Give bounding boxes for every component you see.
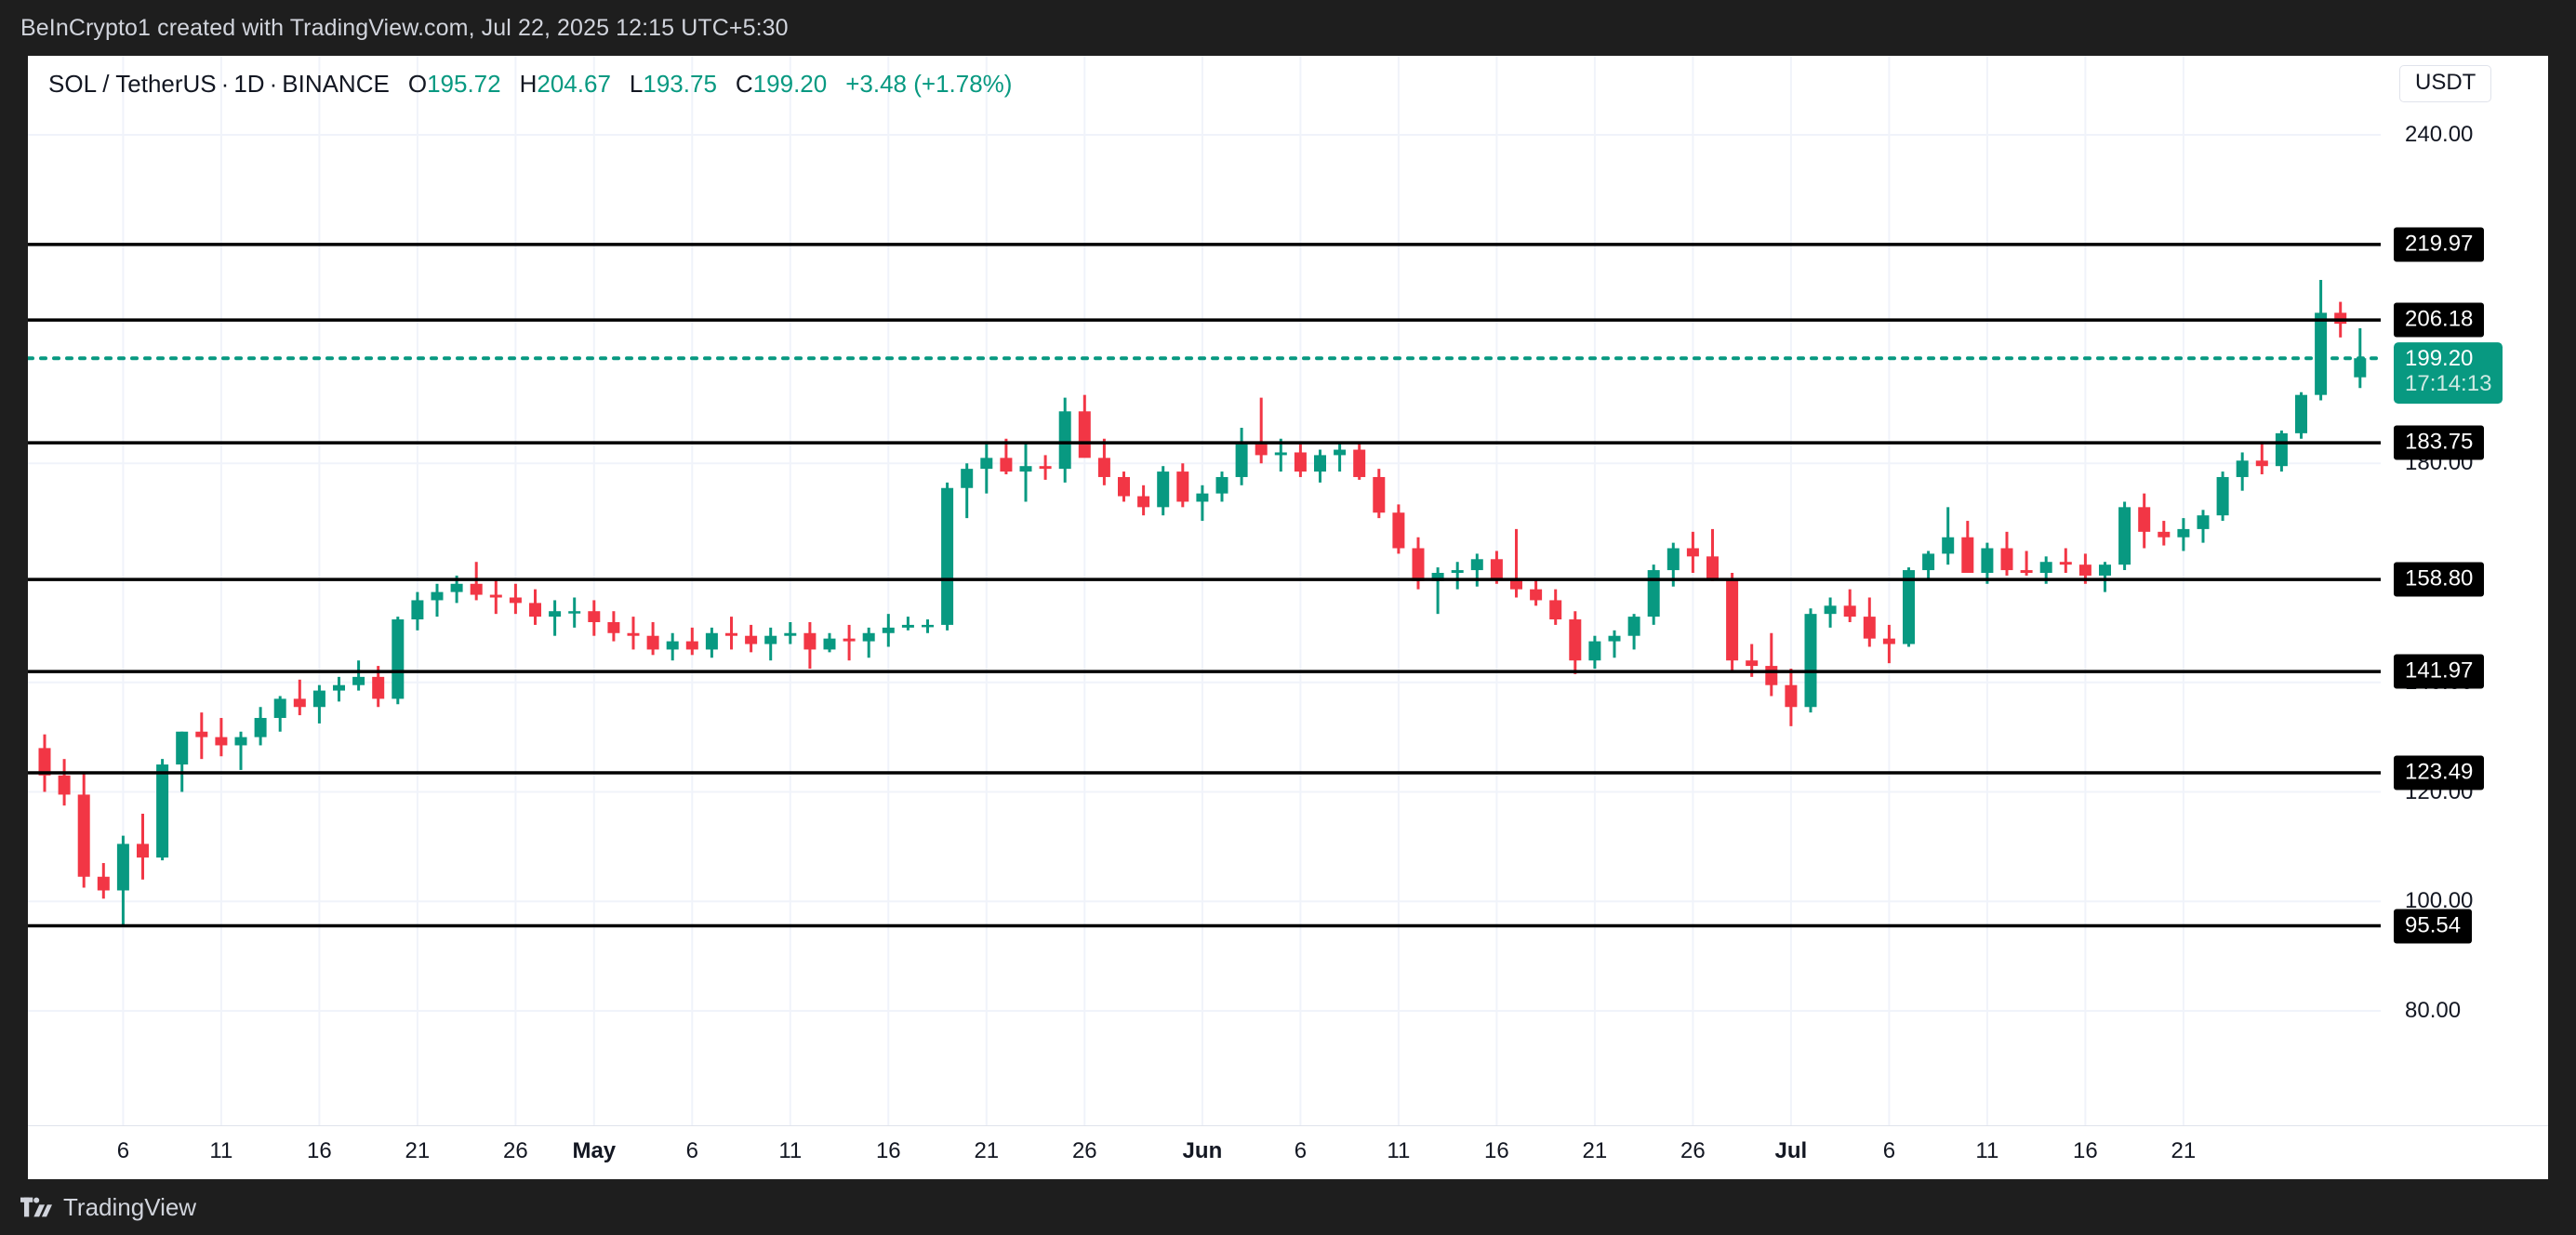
legend-separator-2: · [269,69,278,98]
footer-bar: TradingView [0,1179,2576,1235]
price-level-badge[interactable]: 141.97 [2394,654,2485,689]
legend-change: +3.48 (+1.78%) [845,69,1013,98]
legend-separator-1: · [220,69,230,98]
time-axis-tick: 11 [209,1138,233,1163]
footer-brand: TradingView [63,1192,197,1221]
legend-exchange: BINANCE [282,69,390,98]
chart-legend[interactable]: SOL / TetherUS · 1D · BINANCE O195.72 H2… [48,65,1012,102]
time-axis-tick: 6 [685,1138,698,1163]
time-axis-tick: 26 [1680,1138,1706,1163]
time-axis-tick: 16 [875,1138,901,1163]
time-axis-tick: 21 [974,1138,1000,1163]
legend-high-label: H [519,69,538,98]
time-axis-tick: May [572,1138,617,1163]
legend-high: H204.67 [520,70,611,99]
price-level-badge[interactable]: 95.54 [2394,909,2473,943]
legend-close-label: C [735,69,753,98]
legend-open-value: 195.72 [427,69,501,98]
tradingview-logo-icon [20,1197,52,1217]
time-axis-tick: Jun [1182,1138,1223,1163]
legend-open: O195.72 [408,70,501,99]
legend-open-label: O [407,69,428,98]
price-level-badge[interactable]: 183.75 [2394,425,2485,460]
price-level-badge[interactable]: 206.18 [2394,302,2485,338]
time-axis-tick: 21 [1582,1138,1608,1163]
time-axis-tick: 16 [1484,1138,1509,1163]
legend-low: L193.75 [630,70,717,99]
time-axis-tick: 11 [1975,1138,1999,1163]
time-axis-tick: 21 [405,1138,431,1163]
price-axis-tick: 240.00 [2405,122,2474,147]
price-axis-tick: 80.00 [2405,998,2462,1023]
time-axis-tick: 16 [307,1138,332,1163]
time-axis-tick: 26 [1071,1138,1097,1163]
time-axis-tick: 26 [503,1138,528,1163]
time-axis-tick: 6 [1294,1138,1308,1163]
time-axis-tick: 11 [778,1138,803,1163]
legend-symbol[interactable]: SOL / TetherUS [48,69,217,98]
legend-interval[interactable]: 1D [233,69,265,98]
currency-badge: USDT [2399,65,2492,102]
time-axis-tick: 16 [2073,1138,2098,1163]
price-level-badge[interactable]: 123.49 [2394,755,2485,790]
time-axis-tick: 21 [2171,1138,2197,1163]
legend-high-value: 204.67 [537,69,611,98]
time-axis-tick: Jul [1774,1138,1808,1163]
time-axis[interactable]: 6 11 16 21 26 May 6 11 16 21 26 Jun 6 11 16 21 26 Jul 6 11 1… [28,1125,2548,1179]
legend-close: C199.20 [736,70,827,99]
attribution-bar: BeInCrypto1 created with TradingView.com… [0,0,2576,56]
price-level-badge[interactable]: 158.80 [2394,562,2485,597]
chart-panel[interactable]: SOL / TetherUS · 1D · BINANCE O195.72 H2… [28,56,2548,1179]
candlestick-plot[interactable] [28,56,2381,1125]
attribution-text: BeInCrypto1 created with TradingView.com… [20,14,789,41]
legend-low-value: 193.75 [643,69,717,98]
bar-countdown: 17:14:13 [2405,371,2492,397]
legend-close-value: 199.20 [752,69,828,98]
price-axis[interactable]: USDT 240.00180.00140.00120.00100.0080.00… [2381,56,2548,1179]
last-price-badge[interactable]: 199.20 17:14:13 [2394,342,2503,405]
last-price-value: 199.20 [2405,346,2474,372]
time-axis-tick: 11 [1387,1138,1411,1163]
time-axis-tick: 6 [116,1138,130,1163]
time-axis-tick: 6 [1882,1138,1896,1163]
legend-low-label: L [629,69,644,98]
plot-svg [28,56,2381,1125]
price-level-badge[interactable]: 219.97 [2394,227,2485,262]
